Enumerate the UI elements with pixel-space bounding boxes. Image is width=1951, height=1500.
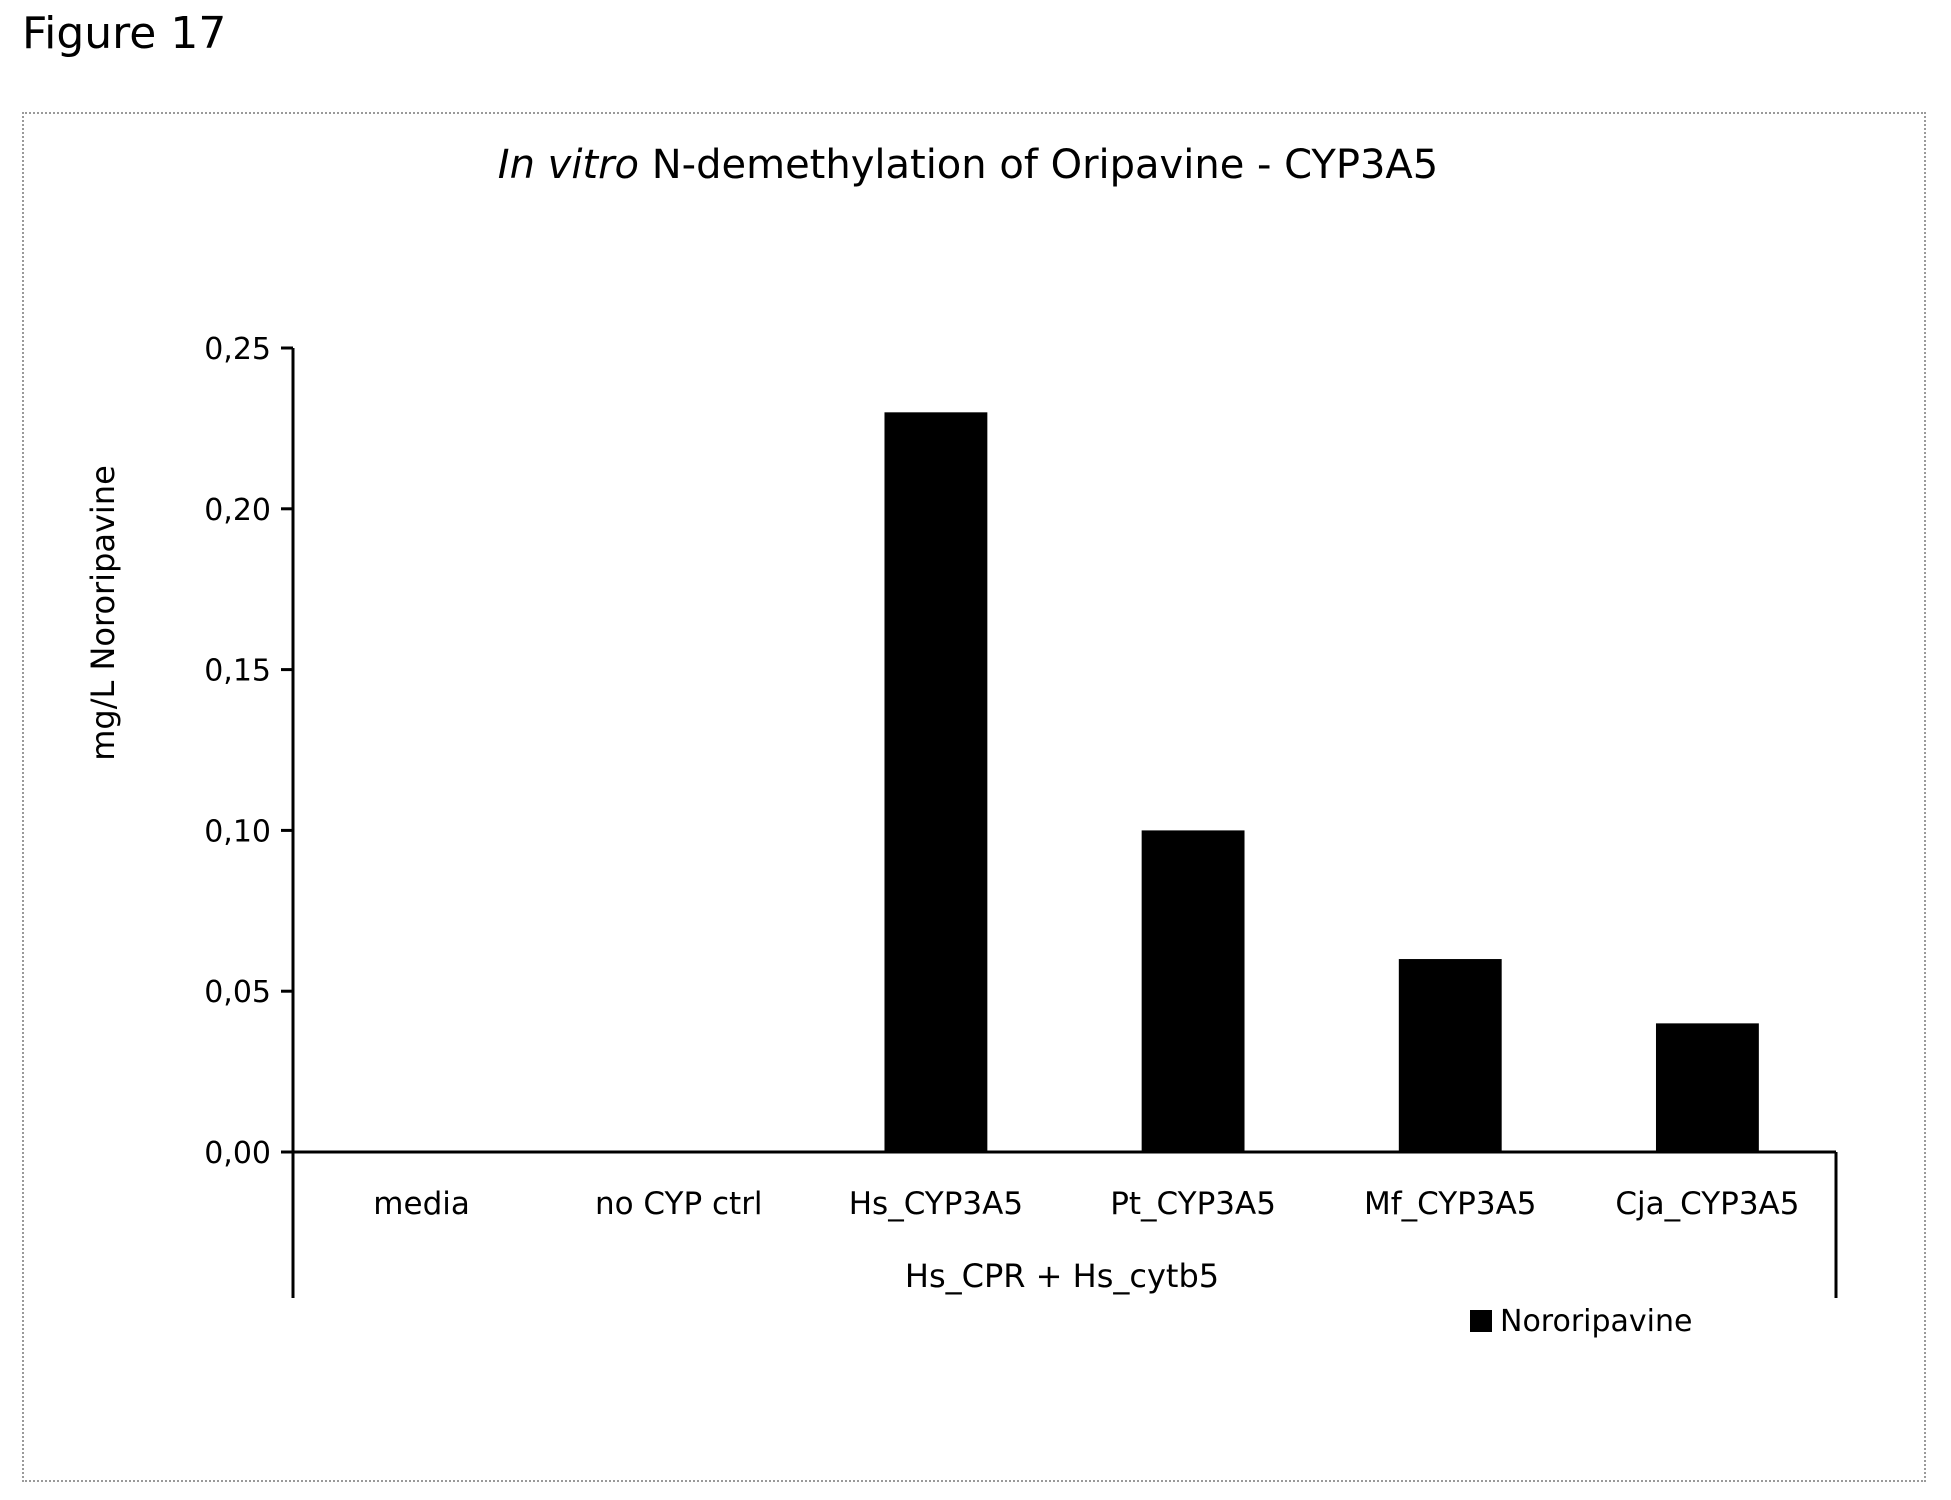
x-tick-label: Mf_CYP3A5 [1364, 1186, 1537, 1222]
x-axis: media no CYP ctrl Hs_CYP3A5 Pt_CYP3A5 Mf_CYP… [293, 1150, 1838, 1298]
bar [1655, 1023, 1759, 1152]
y-axis: 0,00 0,05 0,10 0,15 0,20 0,25 [204, 332, 295, 1298]
legend: Nororipavine [1470, 1304, 1692, 1339]
figure-label: Figure 17 [22, 8, 227, 59]
y-tick-label: 0,25 [204, 332, 271, 367]
chart-frame [22, 112, 1926, 1482]
bar [884, 412, 988, 1152]
y-tick-label: 0,05 [204, 975, 271, 1010]
x-tick-label: Pt_CYP3A5 [1110, 1186, 1276, 1222]
x-tick-label: Hs_CYP3A5 [849, 1186, 1023, 1222]
y-tick-label: 0,00 [204, 1136, 271, 1171]
chart-title: In vitro N-demethylation of Oripavine - … [498, 142, 1438, 188]
y-tick-label: 0,10 [204, 814, 271, 849]
y-axis-label: mg/L Nororipavine [84, 465, 122, 761]
x-tick-label: no CYP ctrl [595, 1186, 763, 1222]
x-tick-label: media [373, 1186, 470, 1222]
group-label: Hs_CPR + Hs_cytb5 [905, 1257, 1219, 1295]
bars [884, 412, 1759, 1152]
legend-label: Nororipavine [1500, 1304, 1692, 1339]
y-tick-label: 0,20 [204, 493, 271, 528]
bar [1398, 959, 1502, 1152]
bar [1141, 830, 1245, 1152]
y-tick-label: 0,15 [204, 654, 271, 689]
legend-swatch [1470, 1310, 1492, 1332]
x-tick-label: Cja_CYP3A5 [1615, 1186, 1799, 1222]
